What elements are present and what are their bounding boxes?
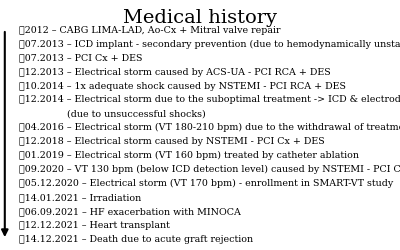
Text: ➤12.2014 – Electrical storm due to the suboptimal treatment -> ICD & electrodes : ➤12.2014 – Electrical storm due to the s… xyxy=(19,95,400,104)
Text: ➤05.12.2020 – Electrical storm (VT 170 bpm) - enrollment in SMART-VT study: ➤05.12.2020 – Electrical storm (VT 170 b… xyxy=(19,178,394,188)
Text: ➤10.2014 – 1x adequate shock caused by NSTEMI - PCI RCA + DES: ➤10.2014 – 1x adequate shock caused by N… xyxy=(19,81,346,90)
Text: ➤12.2018 – Electrical storm caused by NSTEMI - PCI Cx + DES: ➤12.2018 – Electrical storm caused by NS… xyxy=(19,137,325,146)
Text: ➤2012 – CABG LIMA-LAD, Ao-Cx + Mitral valve repair: ➤2012 – CABG LIMA-LAD, Ao-Cx + Mitral va… xyxy=(19,26,281,35)
Text: ➤14.01.2021 – Irradiation: ➤14.01.2021 – Irradiation xyxy=(19,192,142,202)
Text: Medical history: Medical history xyxy=(123,9,277,27)
Text: ➤12.12.2021 – Heart transplant: ➤12.12.2021 – Heart transplant xyxy=(19,220,170,229)
Text: ➤07.2013 – ICD implant - secondary prevention (due to hemodynamically unstable V: ➤07.2013 – ICD implant - secondary preve… xyxy=(19,39,400,48)
Text: ➤01.2019 – Electrical storm (VT 160 bpm) treated by catheter ablation: ➤01.2019 – Electrical storm (VT 160 bpm)… xyxy=(19,151,359,160)
Text: ➤04.2016 – Electrical storm (VT 180-210 bpm) due to the withdrawal of treatment: ➤04.2016 – Electrical storm (VT 180-210 … xyxy=(19,123,400,132)
Text: ➤06.09.2021 – HF exacerbation with MINOCA: ➤06.09.2021 – HF exacerbation with MINOC… xyxy=(19,206,241,216)
Text: ➤12.2013 – Electrical storm caused by ACS-UA - PCI RCA + DES: ➤12.2013 – Electrical storm caused by AC… xyxy=(19,67,331,76)
Text: ➤07.2013 – PCI Cx + DES: ➤07.2013 – PCI Cx + DES xyxy=(19,53,143,62)
Text: ➤09.2020 – VT 130 bpm (below ICD detection level) caused by NSTEMI - PCI Cx + DE: ➤09.2020 – VT 130 bpm (below ICD detecti… xyxy=(19,164,400,174)
Text: ➤14.12.2021 – Death due to acute graft rejection: ➤14.12.2021 – Death due to acute graft r… xyxy=(19,234,253,243)
Text: (due to unsuccessful shocks): (due to unsuccessful shocks) xyxy=(19,109,206,118)
